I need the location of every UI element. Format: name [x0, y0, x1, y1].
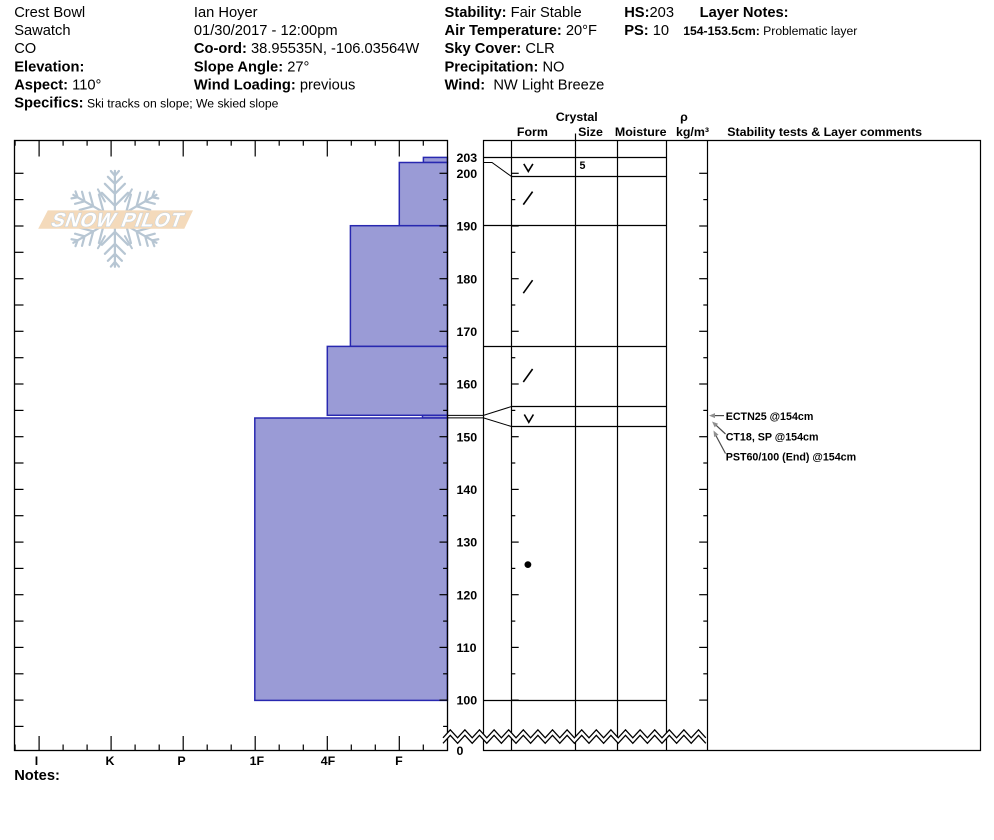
svg-text:F: F	[395, 754, 403, 768]
svg-text:Slope Angle: 27°: Slope Angle: 27°	[194, 59, 310, 75]
svg-text:I: I	[35, 754, 38, 768]
svg-text:Aspect: 110°: Aspect: 110°	[14, 78, 101, 94]
svg-text:PS: 10: PS: 10	[624, 23, 669, 39]
svg-text:190: 190	[457, 220, 478, 234]
svg-text:Co-ord: 38.95535N, -106.03564W: Co-ord: 38.95535N, -106.03564W	[194, 41, 419, 57]
svg-text:Sky Cover: CLR: Sky Cover: CLR	[445, 41, 555, 57]
svg-text:Sawatch: Sawatch	[14, 23, 70, 39]
svg-text:Form: Form	[517, 125, 548, 139]
svg-text:Stability: Fair Stable: Stability: Fair Stable	[445, 5, 582, 21]
svg-text:5: 5	[580, 160, 586, 172]
svg-text:kg/m³: kg/m³	[676, 125, 709, 139]
svg-text:Air Temperature: 20°F: Air Temperature: 20°F	[445, 23, 598, 39]
svg-text:P: P	[177, 754, 185, 768]
svg-text:140: 140	[457, 483, 478, 497]
svg-text:ρ: ρ	[680, 110, 688, 124]
svg-text:Wind: NW Light Breeze: Wind: NW Light Breeze	[445, 78, 605, 94]
svg-text:ECTN25 @154cm: ECTN25 @154cm	[726, 411, 814, 423]
svg-text:203: 203	[457, 151, 478, 165]
svg-text:180: 180	[457, 272, 478, 286]
svg-text:1F: 1F	[250, 754, 265, 768]
svg-text:Moisture: Moisture	[615, 125, 667, 139]
svg-text:4F: 4F	[321, 754, 336, 768]
svg-text:200: 200	[457, 167, 478, 181]
svg-text:PST60/100 (End) @154cm: PST60/100 (End) @154cm	[726, 452, 856, 464]
svg-text:130: 130	[457, 536, 478, 550]
svg-text:150: 150	[457, 430, 478, 444]
svg-text:110: 110	[457, 641, 477, 655]
svg-text:CT18, SP @154cm: CT18, SP @154cm	[726, 432, 819, 444]
svg-text:CO: CO	[14, 41, 36, 57]
svg-text:Crest Bowl: Crest Bowl	[14, 5, 85, 21]
svg-text:0: 0	[457, 744, 464, 758]
svg-text:Wind Loading: previous: Wind Loading: previous	[194, 78, 355, 94]
svg-text:120: 120	[457, 588, 478, 602]
svg-text:Specifics: Ski tracks on slope: Specifics: Ski tracks on slope; We skied…	[14, 96, 278, 112]
svg-text:Layer Notes:: Layer Notes:	[700, 5, 789, 21]
svg-text:100: 100	[457, 694, 478, 708]
svg-text:154-153.5cm: Problematic layer: 154-153.5cm: Problematic layer	[683, 24, 857, 38]
svg-text:Crystal: Crystal	[556, 110, 598, 124]
svg-text:SNOW PILOT: SNOW PILOT	[48, 210, 187, 231]
svg-text:170: 170	[457, 325, 478, 339]
svg-text:Stability tests & Layer commen: Stability tests & Layer comments	[727, 125, 922, 139]
svg-text:Ian Hoyer: Ian Hoyer	[194, 5, 258, 21]
svg-text:Elevation:: Elevation:	[14, 59, 84, 75]
svg-text:160: 160	[457, 378, 478, 392]
svg-text:Size: Size	[578, 125, 603, 139]
svg-text:HS:203: HS:203	[624, 5, 674, 21]
svg-text:01/30/2017 - 12:00pm: 01/30/2017 - 12:00pm	[194, 23, 338, 39]
svg-text:Notes:: Notes:	[14, 768, 60, 784]
svg-text:K: K	[106, 754, 115, 768]
svg-text:Precipitation: NO: Precipitation: NO	[445, 59, 565, 75]
